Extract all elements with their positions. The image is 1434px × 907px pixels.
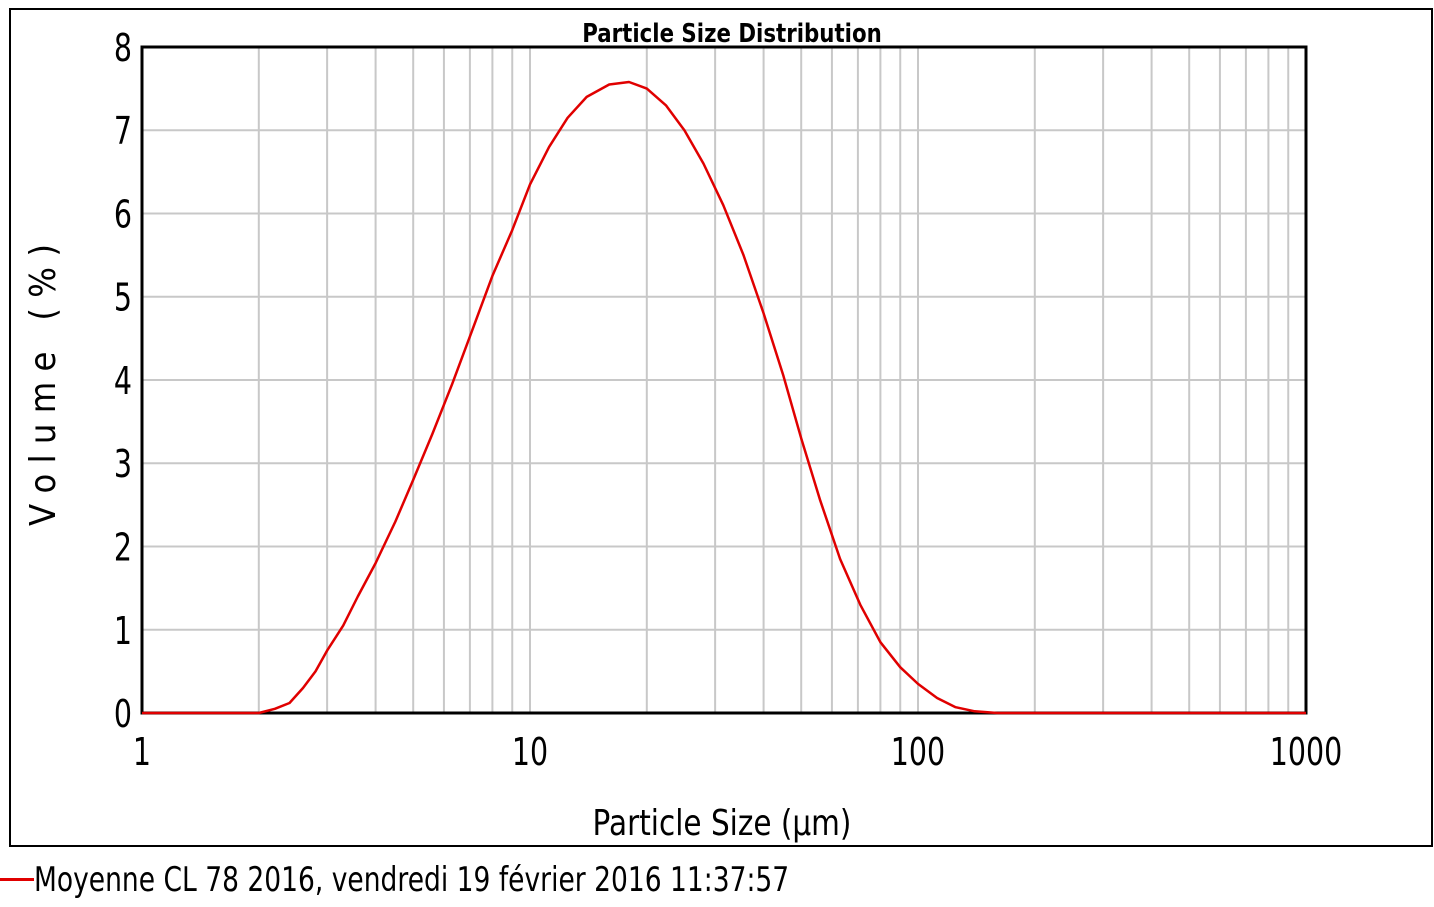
legend: Moyenne CL 78 2016, vendredi 19 février …	[0, 850, 1434, 907]
chart-frame	[9, 8, 1433, 847]
y-tick-label: 7	[114, 109, 132, 153]
y-tick-label: 0	[114, 692, 132, 736]
x-tick-label: 100	[891, 730, 945, 774]
y-tick-label: 8	[114, 26, 132, 70]
y-tick-label: 5	[114, 276, 132, 320]
series-line	[142, 80, 1306, 715]
plot-area-border	[140, 45, 1308, 715]
legend-swatch	[0, 878, 34, 881]
y-axis-title: V o l u m e ( % )	[22, 244, 64, 526]
y-tick-label: 2	[114, 525, 132, 569]
y-tick-label: 1	[114, 609, 132, 653]
series-layer	[142, 80, 1306, 715]
x-tick-label: 1	[133, 730, 151, 774]
y-tick-label: 6	[114, 192, 132, 236]
x-tick-label: 1000	[1270, 730, 1343, 774]
grid-layer	[142, 46, 1306, 713]
chart-title: Particle Size Distribution	[582, 18, 882, 49]
x-tick-label: 10	[512, 730, 548, 774]
legend-series-label: Moyenne CL 78 2016, vendredi 19 février …	[34, 860, 790, 900]
x-axis-title: Particle Size (µm)	[593, 801, 852, 844]
y-tick-label: 4	[114, 359, 132, 403]
y-tick-label: 3	[114, 442, 132, 486]
